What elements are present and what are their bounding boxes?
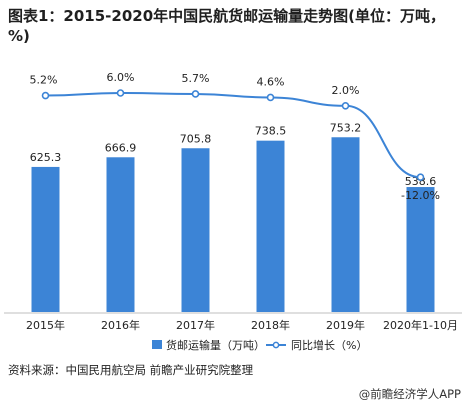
bar-value-label: 705.8 [180, 132, 212, 145]
bar [331, 137, 360, 312]
bar [406, 187, 435, 312]
legend-bar-swatch [152, 340, 162, 349]
line-point [341, 102, 350, 110]
bar [256, 140, 285, 312]
line-point [41, 91, 50, 100]
legend-line-marker [272, 341, 280, 349]
line-point [116, 89, 125, 97]
line-value-label: 2.0% [332, 84, 360, 97]
line-point [191, 90, 200, 98]
x-tick-label: 2017年 [176, 318, 215, 332]
bar-labels: 625.3 666.9 705.8 738.5 753.2 538.6 [30, 121, 437, 188]
source-note: 资料来源：中国民用航空局 前瞻产业研究院整理 [8, 363, 254, 377]
bar [31, 166, 60, 312]
bar [106, 157, 135, 312]
legend-bar-label: 货邮运输量（万吨） [166, 338, 265, 352]
watermark-text: @前瞻经济学人APP [358, 387, 461, 401]
bar-series [31, 137, 435, 312]
line-value-label: 5.7% [182, 72, 210, 85]
line-value-label: 6.0% [107, 71, 135, 84]
line-point [416, 173, 425, 181]
bar-value-label: 738.5 [255, 125, 287, 138]
line-value-label: 5.2% [30, 74, 58, 87]
x-tick-label: 2018年 [251, 318, 290, 332]
growth-line [45, 91, 421, 179]
line-point [266, 93, 275, 102]
x-tick-label: 2020年1-10月 [383, 318, 458, 332]
line-value-label: 4.6% [257, 75, 285, 88]
x-axis: 2015年 2016年 2017年 2018年 2019年 2020年1-10月 [4, 312, 462, 332]
x-tick-label: 2019年 [326, 318, 365, 332]
x-tick-label: 2016年 [101, 318, 140, 332]
line-series [41, 89, 425, 181]
bar [181, 148, 210, 312]
line-labels: 5.2% 6.0% 5.7% 4.6% 2.0% -12.0% [30, 71, 440, 202]
bar-value-label: 538.6 [405, 175, 437, 188]
bar-value-label: 625.3 [30, 151, 62, 164]
x-tick-label: 2015年 [26, 318, 65, 332]
line-value-label: -12.0% [401, 189, 440, 202]
legend-line-label: 同比增长（%） [291, 338, 367, 352]
chart-title: 图表1：2015-2020年中国民航货邮运输量走势图(单位：万吨，%) [8, 7, 446, 45]
bar-value-label: 666.9 [105, 141, 137, 154]
bar-value-label: 753.2 [330, 121, 362, 134]
legend: 货邮运输量（万吨） 同比增长（%） [152, 338, 367, 352]
